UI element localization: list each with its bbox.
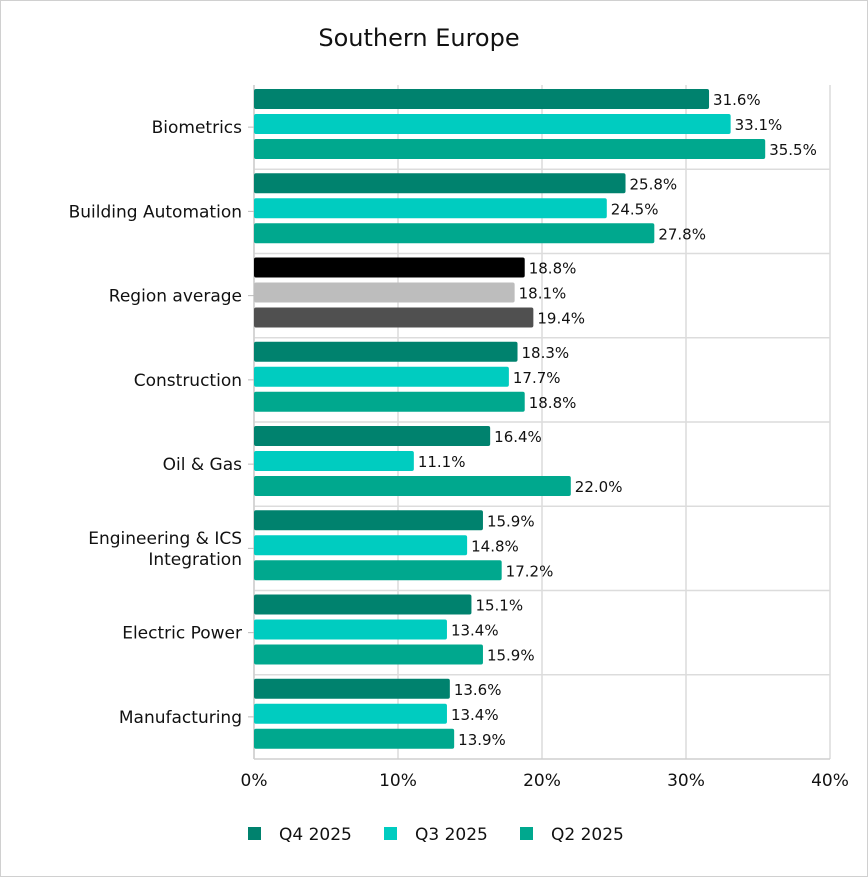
legend-swatch <box>520 827 533 840</box>
bar <box>254 139 766 159</box>
bar <box>254 391 525 412</box>
category-label: Region average <box>109 287 242 307</box>
bar <box>254 307 534 328</box>
category-label: Electric Power <box>122 624 242 644</box>
bar <box>254 89 710 109</box>
category-label: Manufacturing <box>119 708 242 728</box>
category-label: Oil & Gas <box>163 455 242 475</box>
bar <box>254 173 626 194</box>
data-label: 17.7% <box>513 369 561 387</box>
bar <box>254 703 447 724</box>
data-label: 15.9% <box>487 512 535 530</box>
data-label: 35.5% <box>769 141 817 159</box>
bar <box>254 426 491 446</box>
category-label: Engineering & ICS <box>88 529 242 549</box>
bar <box>254 451 414 471</box>
x-tick-label: 40% <box>811 771 849 791</box>
category-label: Biometrics <box>152 118 243 138</box>
x-tick-label: 10% <box>379 771 417 791</box>
bar <box>254 282 515 303</box>
data-label: 15.1% <box>475 597 523 615</box>
bar <box>254 728 455 749</box>
bar <box>254 678 450 699</box>
bar <box>254 594 472 615</box>
bar <box>254 198 607 219</box>
data-label: 11.1% <box>418 453 466 471</box>
data-label: 22.0% <box>575 478 623 496</box>
chart-title: Southern Europe <box>318 24 519 52</box>
bar <box>254 114 731 134</box>
bar <box>254 341 518 362</box>
x-tick-label: 0% <box>241 771 268 791</box>
bar <box>254 366 509 387</box>
legend-swatch <box>248 827 261 840</box>
data-label: 31.6% <box>713 91 761 109</box>
x-tick-label: 30% <box>667 771 705 791</box>
legend-label: Q3 2025 <box>415 825 488 845</box>
data-label: 17.2% <box>506 562 554 580</box>
x-tick-label: 20% <box>523 771 561 791</box>
bar <box>254 510 483 531</box>
category-label: Integration <box>148 550 242 570</box>
data-label: 14.8% <box>471 537 519 555</box>
category-label: Building Automation <box>69 202 242 222</box>
data-label: 13.4% <box>451 706 499 724</box>
bar <box>254 535 468 556</box>
data-label: 13.9% <box>458 731 506 749</box>
data-label: 24.5% <box>611 200 659 218</box>
bar <box>254 476 571 496</box>
data-label: 15.9% <box>487 647 535 665</box>
data-label: 18.1% <box>519 285 567 303</box>
data-label: 16.4% <box>494 428 542 446</box>
data-label: 18.8% <box>529 394 577 412</box>
data-label: 19.4% <box>537 310 585 328</box>
bar <box>254 257 525 278</box>
legend-label: Q2 2025 <box>551 825 624 845</box>
data-label: 25.8% <box>630 175 678 193</box>
data-label: 13.4% <box>451 622 499 640</box>
data-label: 18.3% <box>522 344 570 362</box>
data-label: 27.8% <box>658 225 706 243</box>
legend-label: Q4 2025 <box>279 825 352 845</box>
bar <box>254 619 447 640</box>
bar <box>254 644 483 665</box>
legend-swatch <box>384 827 397 840</box>
data-label: 13.6% <box>454 681 502 699</box>
data-label: 18.8% <box>529 260 577 278</box>
data-label: 33.1% <box>735 116 783 134</box>
category-label: Construction <box>134 371 242 391</box>
bar <box>254 223 655 244</box>
bar <box>254 560 502 581</box>
